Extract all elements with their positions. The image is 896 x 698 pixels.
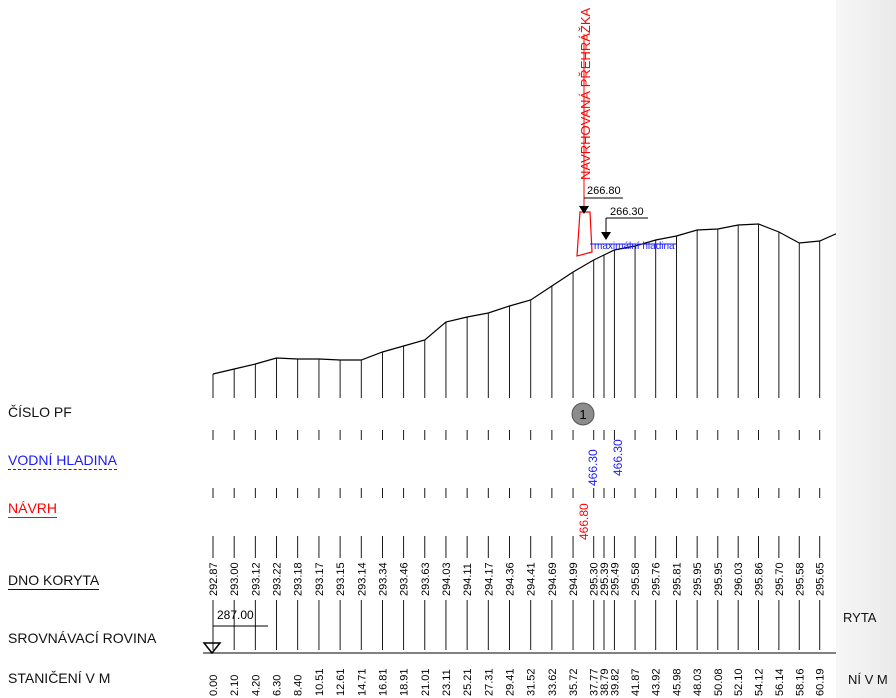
station-label: 0.00: [208, 675, 220, 696]
station-label: 35.72: [568, 668, 580, 696]
bed-elevation-label: 294.03: [441, 562, 453, 596]
profile-number-marker: [571, 402, 595, 426]
station-label: 56.14: [774, 668, 786, 696]
right-edge-shade: [836, 0, 896, 698]
station-lines: [212, 214, 882, 398]
dno-koryta-text: DNO KORYTA: [8, 572, 100, 590]
right-label-koryta: RYTA: [843, 610, 877, 625]
datum-marker-icon: [202, 642, 222, 655]
navrh-text: NÁVRH: [8, 500, 58, 518]
row-ticks: [212, 430, 882, 650]
station-label: 54.12: [754, 668, 766, 696]
station-label: 58.16: [794, 668, 806, 696]
station-label: 41.87: [630, 668, 642, 696]
station-label: 14.71: [356, 668, 368, 696]
bed-elevation-label: 295.58: [630, 562, 642, 596]
bed-elevation-label: 293.14: [356, 562, 368, 596]
bed-elevation-label: 295.81: [671, 562, 683, 596]
row-values: 292.87 0.00 293.00 2.10 293.12 4.20 293.22 6.30…: [208, 562, 888, 696]
bed-elevation-label: 293.15: [335, 562, 347, 596]
crest-marker-icon: [579, 206, 589, 214]
station-label: 23.11: [441, 669, 453, 696]
bed-elevation-label: 294.69: [547, 562, 559, 596]
station-label: 29.41: [504, 668, 516, 696]
station-label: 39.82: [609, 668, 621, 696]
station-label: 43.92: [651, 668, 663, 696]
row-label-vodni-hladina: VODNÍ HLADINA: [8, 452, 117, 470]
station-label: 25.21: [462, 668, 474, 696]
bed-elevation-label: 295.30: [589, 562, 601, 596]
bed-elevation-label: 296.03: [733, 562, 745, 596]
row-label-staniceni: STANIČENÍ V M: [8, 670, 111, 686]
design-value: 466.80: [577, 503, 591, 540]
station-label: 45.98: [671, 668, 683, 696]
dam-structure: [576, 211, 593, 257]
station-label: 2.10: [229, 675, 241, 696]
station-label: 16.81: [377, 668, 389, 696]
bed-elevation-label: 294.17: [483, 562, 495, 596]
station-label: 50.08: [713, 668, 725, 696]
station-label: 48.03: [692, 668, 704, 696]
station-label: 10.51: [314, 668, 326, 696]
bed-elevation-label: 293.18: [293, 562, 305, 596]
station-label: 4.20: [250, 675, 262, 696]
bed-elevation-label: 295.76: [651, 562, 663, 596]
station-label: 60.19: [815, 668, 827, 696]
bed-elevation-label: 295.86: [754, 562, 766, 596]
vodni-hladina-text: VODNÍ HLADINA: [8, 452, 117, 470]
bed-elevation-label: 293.00: [229, 562, 241, 596]
bed-elevation-label: 294.99: [568, 562, 580, 596]
bed-elevation-label: 293.17: [314, 562, 326, 596]
water-level-value-1: 466.30: [586, 449, 600, 486]
water-level-marker-icon: [601, 232, 611, 240]
profile-number: 1: [579, 407, 586, 422]
station-label: 12.61: [335, 668, 347, 696]
bed-elevation-label: 293.34: [377, 562, 389, 596]
right-label-staniceni: NÍ V M: [848, 672, 888, 687]
bed-elevation-label: 294.41: [526, 562, 538, 596]
station-label: 8.40: [293, 675, 305, 696]
station-label: 37.77: [589, 668, 601, 696]
bed-elevation-label: 292.87: [208, 562, 220, 596]
terrain-profile-line: [212, 213, 882, 375]
row-label-cislo-pf: ČÍSLO PF: [8, 404, 72, 420]
bed-elevation-label: 295.70: [774, 562, 786, 596]
station-label: 33.62: [547, 668, 559, 696]
water-level-mark: 266.30: [610, 206, 644, 218]
row-label-srovnavaci-rovina: SROVNÁVACÍ ROVINA: [8, 630, 157, 646]
row-label-navrh: NÁVRH: [8, 500, 58, 518]
dam-crest-value: 266.80: [587, 185, 621, 197]
water-level-value-2: 466.30: [611, 439, 625, 476]
bed-elevation-label: 293.12: [250, 562, 262, 596]
bed-elevation-label: 294.36: [504, 562, 516, 596]
station-label: 27.31: [483, 668, 495, 696]
bed-elevation-label: 295.49: [609, 562, 621, 596]
row-label-dno-koryta: DNO KORYTA: [8, 572, 100, 590]
station-label: 21.01: [420, 668, 432, 696]
bed-elevation-label: 295.95: [692, 562, 704, 596]
station-label: 52.10: [733, 668, 745, 696]
station-label: 18.91: [399, 668, 411, 696]
bed-elevation-label: 295.95: [713, 562, 725, 596]
datum-value: 287.00: [217, 608, 254, 622]
bed-elevation-label: 293.46: [399, 562, 411, 596]
station-label: 31.52: [526, 668, 538, 696]
bed-elevation-label: 295.65: [815, 562, 827, 596]
station-label: 38.79: [599, 668, 611, 696]
water-level-note: maximální hladina: [594, 241, 675, 252]
dam-label: NAVRHOVANÁ PŘEHRÁŽKA: [578, 8, 593, 180]
bed-elevation-label: 293.22: [272, 562, 284, 596]
bed-elevation-label: 294.11: [462, 563, 474, 596]
bed-elevation-label: 295.58: [794, 562, 806, 596]
bed-elevation-label: 295.39: [599, 562, 611, 596]
station-label: 6.30: [272, 675, 284, 696]
bed-elevation-label: 293.63: [420, 562, 432, 596]
